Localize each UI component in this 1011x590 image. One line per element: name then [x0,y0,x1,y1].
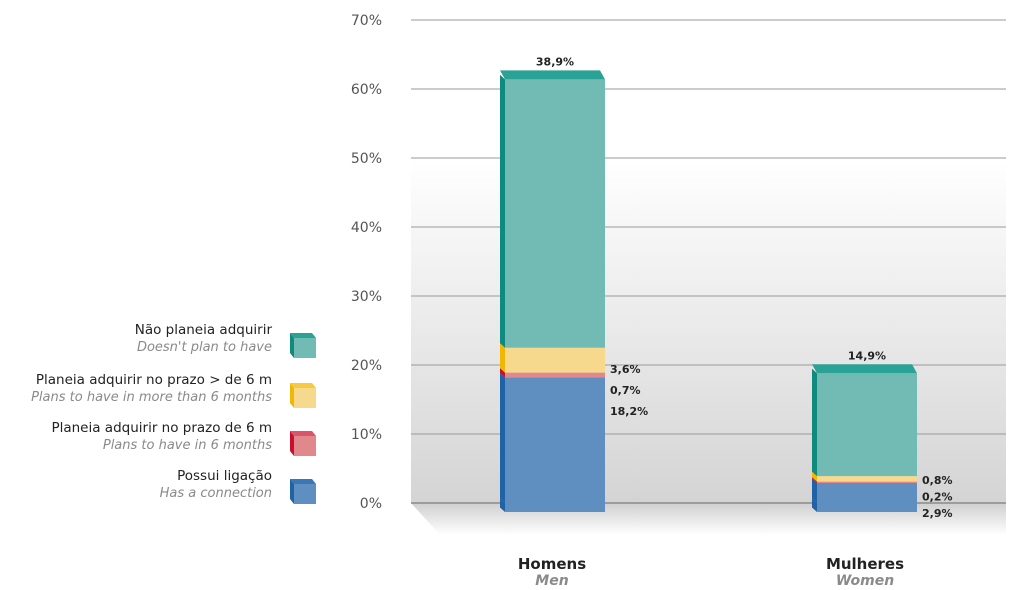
bar-segment-side [500,368,505,378]
legend-item-nao-planeia: Não planeia adquirir Doesn't plan to hav… [0,322,330,366]
bar-segment [505,377,605,503]
legend-label-en: Doesn't plan to have [136,340,272,355]
legend-label: Possui ligação [177,468,272,484]
bar-segment-side [500,74,505,348]
bar-segment [505,372,605,378]
y-tick-label: 0% [360,496,382,512]
bar-top-cap [500,70,605,80]
bar-base [817,503,917,512]
bar-segment-side [812,478,817,503]
swatch-side [290,383,294,408]
bar-stack-men [500,70,605,512]
legend-item-possui-ligacao: Possui ligação Has a connection [0,468,330,512]
legend-label: Planeia adquirir no prazo > de 6 m [35,372,272,388]
y-tick-label: 60% [351,82,382,98]
data-label: 0,8% [922,474,953,487]
data-label: 14,9% [848,349,886,362]
swatch-top [290,431,316,436]
y-tick-label: 30% [351,289,382,305]
swatch-side [290,479,294,504]
legend-label-en: Plans to have in 6 months [102,438,272,453]
legend-swatch [290,383,316,408]
legend-swatch [290,431,316,456]
data-label: 0,7% [610,384,641,397]
swatch-front [294,338,316,358]
bar-segment-side [812,368,817,477]
swatch-front [294,388,316,408]
bar-segment [817,482,917,503]
bar-base-side [500,498,505,512]
y-tick-label: 10% [351,427,382,443]
swatch-front [294,436,316,456]
swatch-top [290,479,316,484]
bar-segment [817,373,917,477]
bar-segment-side [500,372,505,503]
category-label-en: Women [835,573,895,589]
swatch-side [290,431,294,456]
legend-swatch [290,479,316,504]
data-label: 3,6% [610,363,641,376]
data-label: 0,2% [922,491,953,504]
swatch-top [290,333,316,338]
swatch-side [290,333,294,358]
legend-label: Não planeia adquirir [134,322,272,338]
legend-swatch [290,333,316,358]
data-label: 2,9% [922,507,953,520]
data-label: 38,9% [536,55,574,68]
category-label-men: Homens Men [472,555,632,590]
bar-segment-side [812,477,817,483]
category-label-women: Mulheres Women [785,555,945,590]
legend-item-planeia-6m: Planeia adquirir no prazo de 6 m Plans t… [0,420,330,464]
bar-segment [505,347,605,373]
y-tick-label: 20% [351,358,382,374]
legend-label-en: Has a connection [159,486,272,501]
category-label-pt: Mulheres [825,555,905,573]
bar-base-side [812,498,817,512]
category-label-en: Men [535,573,569,589]
y-tick-label: 50% [351,151,382,167]
bar-top-cap [812,364,917,374]
data-label: 18,2% [610,405,648,418]
bar-stack-women [812,364,917,512]
swatch-front [294,484,316,504]
y-tick-label: 70% [351,13,382,29]
swatch-top [290,383,316,388]
bar-segment-side [500,343,505,373]
legend-label-en: Plans to have in more than 6 months [31,390,272,405]
y-tick-label: 40% [351,220,382,236]
legend-item-planeia-mais-6m: Planeia adquirir no prazo > de 6 m Plans… [0,372,330,416]
bar-segment [505,79,605,348]
bar-base [505,503,605,512]
bar-segment [817,481,917,483]
category-label-pt: Homens [517,555,587,573]
bar-segment [817,476,917,482]
bar-segment-side [812,471,817,482]
legend-label: Planeia adquirir no prazo de 6 m [51,420,272,436]
